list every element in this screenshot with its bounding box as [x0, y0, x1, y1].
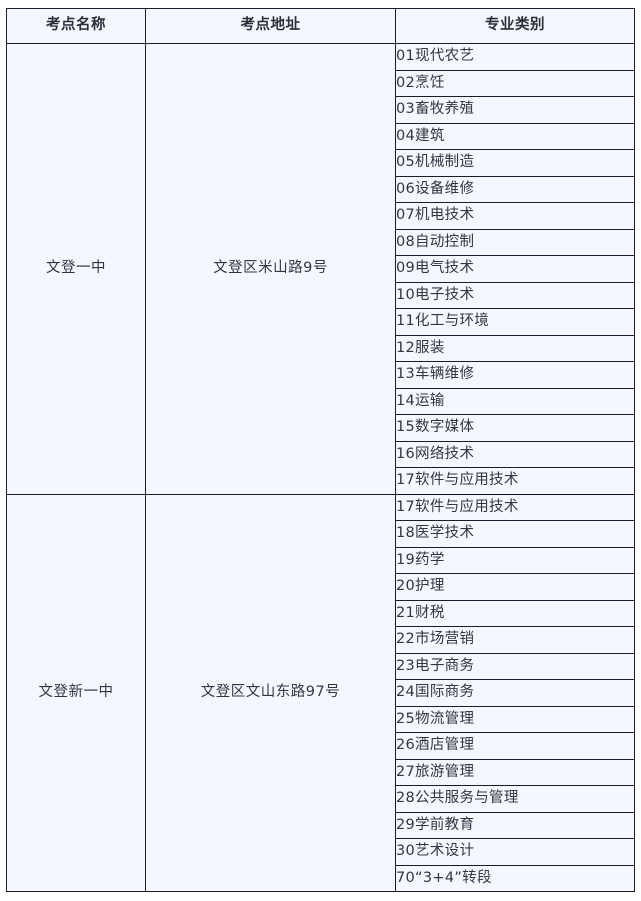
column-header-site-name: 考点名称 [6, 8, 146, 44]
major-category-cell: 21财税 [395, 599, 635, 627]
major-category-cell: 18医学技术 [395, 520, 635, 548]
table-row: 21财税 [7, 599, 635, 627]
table-row: 09电气技术 [7, 255, 635, 283]
major-category-cell: 22市场营销 [395, 626, 635, 654]
table-row: 文登一中 文登区米山路9号 01现代农艺 [6, 43, 635, 495]
major-category-cell: 01现代农艺 [395, 43, 635, 71]
major-category-cell: 11化工与环境 [395, 308, 635, 336]
table-row: 文登新一中 文登区文山东路97号 17软件与应用技术 [6, 493, 635, 892]
major-category-cell: 05机械制造 [395, 149, 635, 177]
table-row: 12服装 [7, 334, 635, 362]
site-address-cell: 文登区米山路9号 [145, 43, 396, 495]
table-row: 70“3+4”转段 [7, 864, 635, 892]
major-category-cell: 24国际商务 [395, 679, 635, 707]
major-category-cell: 29学前教育 [395, 811, 635, 839]
major-category-cell: 17软件与应用技术 [395, 467, 635, 495]
major-category-cell: 70“3+4”转段 [395, 864, 635, 892]
major-category-cell: 20护理 [395, 573, 635, 601]
table-body: 文登一中 文登区米山路9号 01现代农艺 02烹饪 03畜牧养殖 04建筑 05机械制造 06… [6, 43, 635, 892]
table-row: 20护理 [7, 573, 635, 601]
major-category-cell: 02烹饪 [395, 69, 635, 97]
column-header-major-category: 专业类别 [395, 8, 635, 44]
major-category-cell: 07机电技术 [395, 202, 635, 230]
major-category-cell: 30艺术设计 [395, 838, 635, 866]
major-category-cell: 10电子技术 [395, 281, 635, 309]
major-category-cell: 09电气技术 [395, 255, 635, 283]
table-row: 11化工与环境 [7, 308, 635, 336]
major-category-cell: 13车辆维修 [395, 361, 635, 389]
table-row: 22市场营销 [7, 626, 635, 654]
major-category-cell: 23电子商务 [395, 652, 635, 680]
major-category-cell: 04建筑 [395, 122, 635, 150]
table-row: 06设备维修 [7, 175, 635, 203]
major-category-cell: 17软件与应用技术 [395, 493, 635, 521]
table-row: 05机械制造 [7, 149, 635, 177]
table-row: 26酒店管理 [7, 732, 635, 760]
major-category-cell: 03畜牧养殖 [395, 96, 635, 124]
major-category-cell: 16网络技术 [395, 440, 635, 468]
column-header-site-address: 考点地址 [145, 8, 396, 44]
major-category-cell: 27旅游管理 [395, 758, 635, 786]
major-category-cell: 19药学 [395, 546, 635, 574]
major-category-cell: 15数字媒体 [395, 414, 635, 442]
table-row: 16网络技术 [7, 440, 635, 468]
exam-site-major-table: 考点名称 考点地址 专业类别 文登一中 文登区米山路9号 01现代农艺 02烹饪 03畜… [6, 8, 635, 892]
table-row: 28公共服务与管理 [7, 785, 635, 813]
table-row: 25物流管理 [7, 705, 635, 733]
table-row: 07机电技术 [7, 202, 635, 230]
table-header: 考点名称 考点地址 专业类别 [6, 8, 635, 44]
site-name-cell: 文登新一中 [6, 493, 146, 892]
major-category-cell: 06设备维修 [395, 175, 635, 203]
table-row: 24国际商务 [7, 679, 635, 707]
table-row: 10电子技术 [7, 281, 635, 309]
major-category-cell: 25物流管理 [395, 705, 635, 733]
major-category-cell: 12服装 [395, 334, 635, 362]
table-row: 04建筑 [7, 122, 635, 150]
table-row: 02烹饪 [7, 69, 635, 97]
table-row: 27旅游管理 [7, 758, 635, 786]
table-row: 19药学 [7, 546, 635, 574]
table-row: 15数字媒体 [7, 414, 635, 442]
site-name-cell: 文登一中 [6, 43, 146, 495]
site-address-cell: 文登区文山东路97号 [145, 493, 396, 892]
major-category-cell: 14运输 [395, 387, 635, 415]
table-header-row: 考点名称 考点地址 专业类别 [6, 8, 635, 44]
table-row: 03畜牧养殖 [7, 96, 635, 124]
major-category-cell: 26酒店管理 [395, 732, 635, 760]
table-row: 08自动控制 [7, 228, 635, 256]
major-category-cell: 08自动控制 [395, 228, 635, 256]
table-row: 23电子商务 [7, 652, 635, 680]
major-category-cell: 28公共服务与管理 [395, 785, 635, 813]
table-row: 17软件与应用技术 [7, 467, 635, 495]
